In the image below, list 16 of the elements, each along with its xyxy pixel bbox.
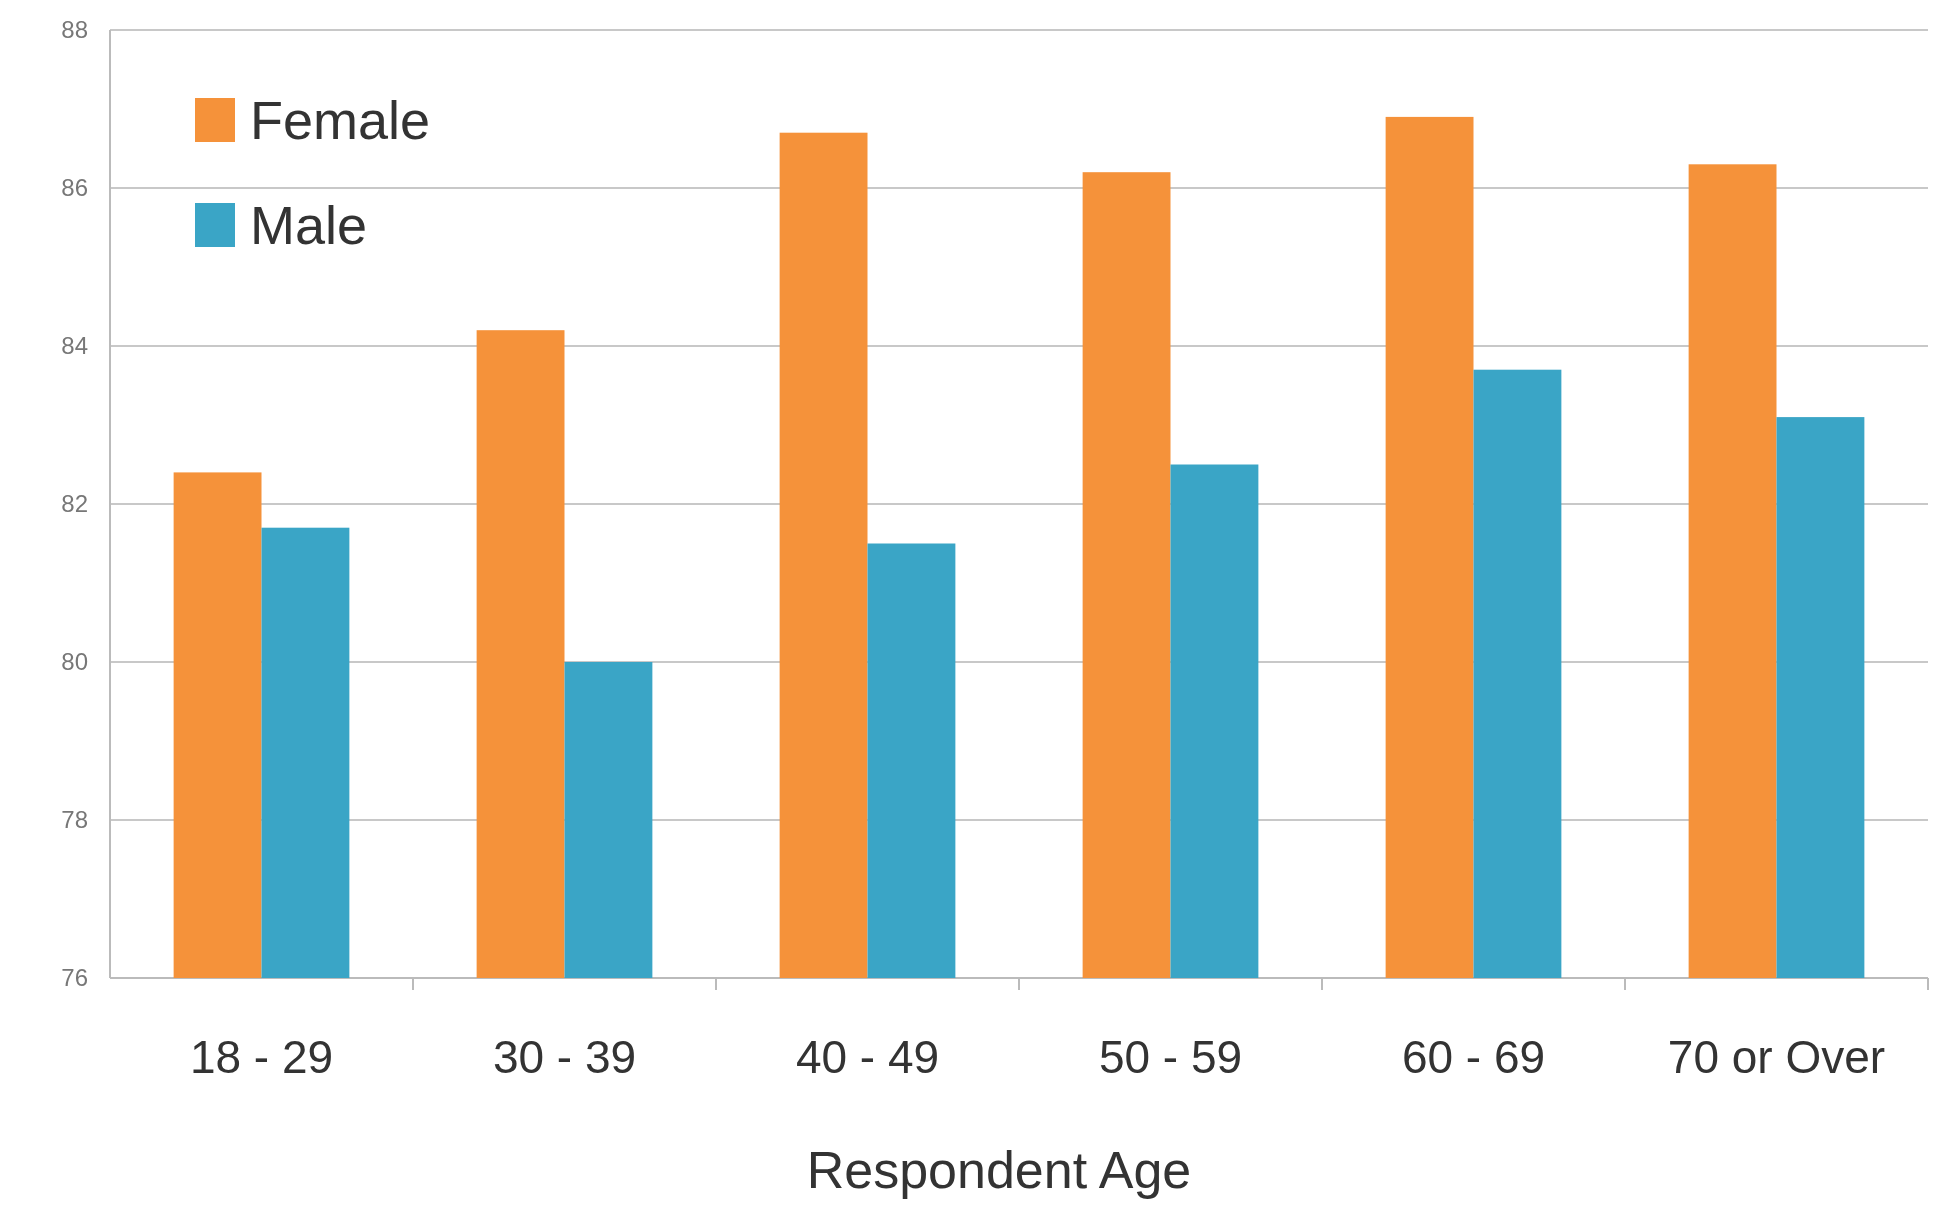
y-tick-label: 84 bbox=[61, 332, 88, 360]
y-tick-label: 76 bbox=[61, 964, 88, 992]
y-tick-label: 80 bbox=[61, 648, 88, 676]
x-tick-label: 40 - 49 bbox=[795, 1031, 940, 1083]
x-tick-label: 60 - 69 bbox=[1401, 1031, 1546, 1083]
x-tick-label: 70 or Over bbox=[1667, 1031, 1886, 1083]
y-tick-label: 82 bbox=[61, 490, 88, 518]
x-tick-label: 18 - 29 bbox=[189, 1031, 334, 1083]
y-tick-label: 78 bbox=[61, 806, 88, 834]
legend-label: Male bbox=[250, 194, 368, 255]
y-tick-label: 88 bbox=[61, 16, 88, 44]
y-tick-label: 86 bbox=[61, 174, 88, 202]
legend-label: Female bbox=[250, 89, 431, 150]
x-tick-label: 50 - 59 bbox=[1098, 1031, 1243, 1083]
x-tick-label: 30 - 39 bbox=[492, 1031, 637, 1083]
x-axis-title: Respondent Age bbox=[806, 1141, 1192, 1199]
